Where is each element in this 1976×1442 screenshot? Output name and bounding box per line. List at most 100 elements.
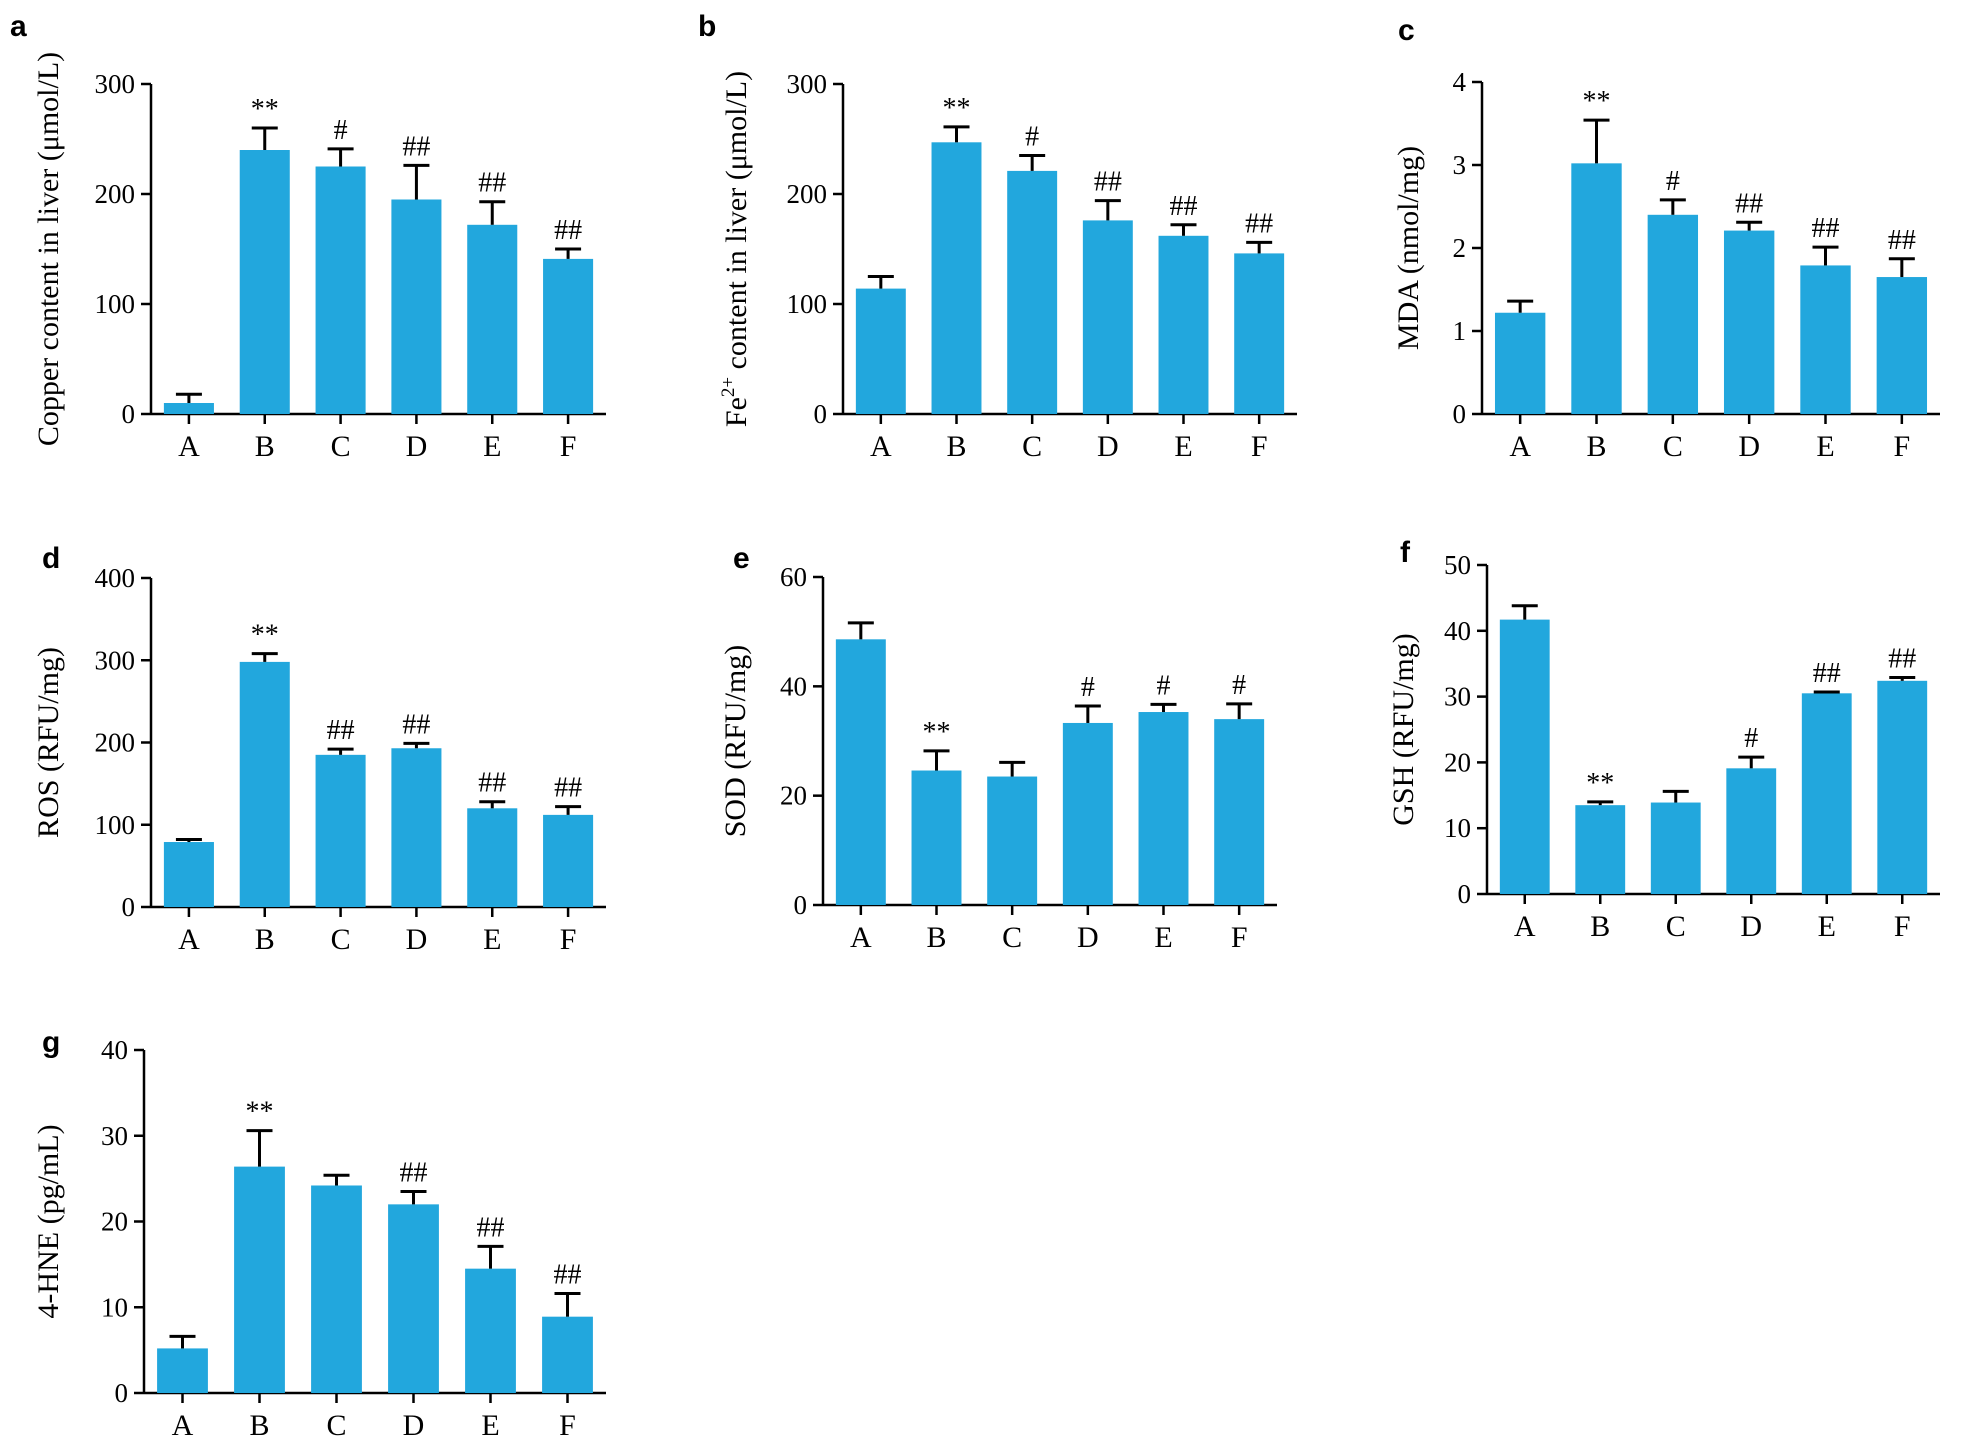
x-tick-label-E: E <box>1154 921 1172 954</box>
x-tick-label-D: D <box>1740 910 1762 943</box>
bar-A <box>1494 312 1546 414</box>
y-tick-label: 300 <box>95 645 136 675</box>
y-tick-label: 0 <box>794 890 808 920</box>
bar-F <box>543 258 594 414</box>
significance-label-D: ## <box>400 1157 428 1188</box>
x-tick-label-D: D <box>1077 921 1099 954</box>
y-tick-label: 20 <box>780 781 807 811</box>
x-tick-label-A: A <box>870 430 892 463</box>
y-tick-label: 40 <box>780 671 807 701</box>
y-axis-title: Fe2+ content in liver (μmol/L) <box>718 71 753 427</box>
bar-A <box>163 403 214 414</box>
panel-letter: d <box>42 542 60 575</box>
x-tick-label-F: F <box>1231 921 1248 954</box>
x-tick-label-E: E <box>1174 430 1192 463</box>
panel-letter: e <box>733 542 750 575</box>
bar-F <box>542 1316 593 1393</box>
y-tick-label: 3 <box>1453 150 1467 180</box>
x-tick-label-F: F <box>1894 910 1911 943</box>
bar-B <box>1575 805 1626 894</box>
bar-A <box>163 842 214 907</box>
x-tick-label-E: E <box>483 430 501 463</box>
bar-A <box>1499 619 1550 894</box>
x-tick-label-E: E <box>481 1409 499 1442</box>
significance-label-D: ## <box>402 131 430 162</box>
bar-C <box>1647 214 1699 414</box>
x-tick-label-B: B <box>926 921 946 954</box>
y-tick-label: 0 <box>122 399 136 429</box>
panel-e: e 0 20 40 60 SOD (RFU/mg) A B ** C D # E # F # <box>719 542 1277 954</box>
panel-c: c 0 1 2 3 4 MDA (nmol/mg) A B ** C # D ## E ## F ## <box>1392 14 1940 463</box>
x-tick-label-F: F <box>560 923 577 956</box>
bar-E <box>1158 235 1209 414</box>
x-tick-label-B: B <box>946 430 966 463</box>
x-tick-label-A: A <box>1509 430 1531 463</box>
bar-B <box>239 150 290 414</box>
panel-letter: b <box>698 10 716 43</box>
x-tick-label-C: C <box>331 923 351 956</box>
y-axis-title: Copper content in liver (μmol/L) <box>32 52 65 446</box>
bar-A <box>835 639 886 905</box>
y-tick-label: 20 <box>101 1207 128 1237</box>
significance-label-C: # <box>334 115 348 146</box>
y-tick-label: 30 <box>1444 682 1471 712</box>
x-tick-label-F: F <box>1251 430 1268 463</box>
panel-letter: f <box>1400 536 1411 569</box>
bar-E <box>467 224 518 414</box>
bar-D <box>391 748 442 907</box>
y-axis-title: GSH (RFU/mg) <box>1387 633 1420 826</box>
significance-label-D: ## <box>1094 167 1122 198</box>
x-tick-label-C: C <box>1666 910 1686 943</box>
y-tick-label: 0 <box>814 399 828 429</box>
bar-D <box>1082 220 1133 414</box>
panel-a: a 0 100 200 300 Copper content in liver (μmol… <box>10 10 606 463</box>
bar-F <box>1214 719 1265 905</box>
y-tick-label: 1 <box>1453 316 1467 346</box>
significance-label-E: ## <box>478 768 506 799</box>
y-tick-label: 0 <box>1458 879 1472 909</box>
y-tick-label: 100 <box>787 289 828 319</box>
significance-label-C: ## <box>327 715 355 746</box>
x-tick-label-D: D <box>1738 430 1760 463</box>
significance-label-D: ## <box>402 709 430 740</box>
bar-F <box>1877 680 1928 894</box>
significance-label-F: ## <box>1245 208 1273 239</box>
y-tick-label: 100 <box>95 289 136 319</box>
bar-B <box>911 770 962 905</box>
significance-label-F: ## <box>554 773 582 804</box>
significance-label-E: ## <box>478 168 506 199</box>
significance-label-E: ## <box>1813 658 1841 689</box>
significance-label-D: # <box>1744 723 1758 754</box>
x-tick-label-B: B <box>1586 430 1606 463</box>
bar-D <box>391 199 442 414</box>
y-tick-label: 40 <box>1444 616 1471 646</box>
x-tick-label-C: C <box>1002 921 1022 954</box>
x-tick-label-B: B <box>255 430 275 463</box>
bar-C <box>1007 170 1058 414</box>
bar-E <box>1138 712 1189 905</box>
y-tick-label: 10 <box>1444 813 1471 843</box>
bar-F <box>1234 253 1285 414</box>
x-tick-label-F: F <box>559 1409 576 1442</box>
bar-B <box>239 661 290 907</box>
significance-label-C: # <box>1666 166 1680 197</box>
significance-label-F: ## <box>1888 225 1916 256</box>
x-tick-label-B: B <box>255 923 275 956</box>
x-tick-label-A: A <box>172 1409 194 1442</box>
significance-label-E: ## <box>1812 213 1840 244</box>
significance-label-D: # <box>1081 672 1095 703</box>
significance-label-F: ## <box>554 1260 582 1291</box>
panel-d: d 0 100 200 300 400 ROS (RFU/mg) A B ** C ## D ## E ## F… <box>32 542 606 956</box>
x-tick-label-E: E <box>1818 910 1836 943</box>
significance-label-F: ## <box>554 215 582 246</box>
bar-F <box>1876 277 1928 414</box>
bar-B <box>931 142 982 415</box>
y-axis-title: ROS (RFU/mg) <box>32 647 65 838</box>
significance-label-B: ** <box>246 1097 274 1128</box>
x-tick-label-D: D <box>406 430 428 463</box>
x-tick-label-C: C <box>1022 430 1042 463</box>
y-tick-label: 40 <box>101 1035 128 1065</box>
y-axis-title: MDA (nmol/mg) <box>1392 146 1425 350</box>
x-tick-label-F: F <box>560 430 577 463</box>
